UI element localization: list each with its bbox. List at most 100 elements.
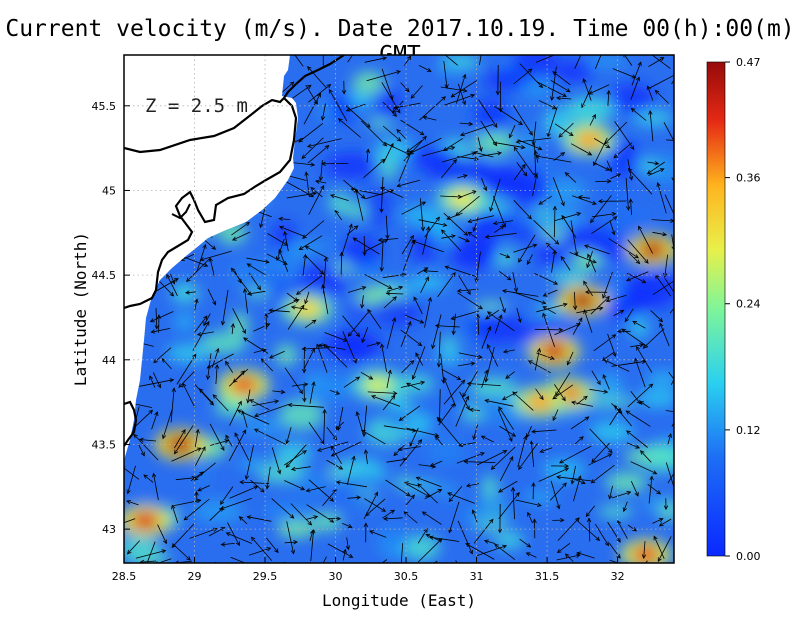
arrow-head <box>509 455 514 461</box>
velocity-arrow <box>149 375 156 388</box>
arrow-head <box>154 411 159 417</box>
arrow-head <box>243 337 248 342</box>
velocity-arrow <box>351 188 383 196</box>
arrow-head <box>646 85 651 91</box>
velocity-arrow <box>421 146 455 157</box>
velocity-arrow <box>631 108 647 121</box>
field-patch <box>549 268 589 286</box>
x-tick-label: 28.5 <box>112 570 137 583</box>
arrow-head <box>401 272 407 277</box>
arrow-head <box>625 277 631 282</box>
velocity-arrow <box>626 272 646 284</box>
arrow-head <box>447 492 452 497</box>
hotspot <box>131 511 160 530</box>
arrow-head <box>361 286 367 291</box>
velocity-arrow <box>229 486 258 499</box>
arrow-head <box>347 524 353 528</box>
arrow-head <box>495 90 500 96</box>
arrow-head <box>658 518 664 522</box>
velocity-arrow <box>513 164 526 181</box>
velocity-arrow <box>384 517 403 520</box>
arrow-head <box>511 432 517 437</box>
arrow-head <box>528 130 533 136</box>
arrow-head <box>293 540 298 545</box>
velocity-arrow <box>610 173 621 179</box>
arrow-head <box>311 381 316 387</box>
field-patch <box>596 373 623 403</box>
arrow-head <box>443 376 448 382</box>
arrow-head <box>322 408 327 414</box>
arrow-head <box>171 387 176 393</box>
velocity-arrow <box>560 256 571 271</box>
velocity-arrow <box>225 361 234 373</box>
arrow-head <box>451 271 456 277</box>
arrow-head <box>149 375 154 381</box>
arrow-head <box>186 556 191 561</box>
y-tick-label: 44 <box>102 354 116 367</box>
velocity-arrow <box>609 485 613 499</box>
arrow-head <box>152 472 157 478</box>
velocity-arrow <box>317 441 349 452</box>
arrow-head <box>497 528 503 534</box>
arrow-head <box>580 480 586 485</box>
velocity-arrow <box>334 210 343 221</box>
velocity-arrow <box>214 561 217 563</box>
arrow-head <box>174 560 179 563</box>
arrow-head <box>307 520 313 526</box>
velocity-arrow <box>632 320 646 329</box>
velocity-arrow <box>443 60 448 89</box>
x-axis: 28.5 29 29.5 30 30.5 31 31.5 32 <box>112 557 625 583</box>
velocity-arrow <box>383 142 410 156</box>
velocity-arrow <box>365 498 386 517</box>
arrow-head <box>585 289 590 295</box>
velocity-arrow <box>667 433 672 445</box>
arrow-head <box>326 84 332 89</box>
velocity-arrow <box>513 291 546 304</box>
arrow-head <box>367 308 372 314</box>
velocity-arrow <box>499 425 516 437</box>
arrow-head <box>521 163 526 169</box>
velocity-arrow <box>207 353 234 369</box>
arrow-head <box>556 475 561 480</box>
velocity-arrow <box>251 536 273 561</box>
arrow-head <box>556 504 561 510</box>
velocity-arrow <box>422 511 442 525</box>
arrow-head <box>461 100 466 106</box>
velocity-arrow <box>382 125 401 142</box>
arrow-head <box>525 552 531 557</box>
field-patch <box>273 442 313 464</box>
arrow-head <box>242 429 247 435</box>
arrow-head <box>391 317 397 322</box>
velocity-arrow <box>429 536 460 542</box>
y-tick-label: 43 <box>102 523 116 536</box>
arrow-head <box>289 514 295 519</box>
hotspot <box>526 393 554 412</box>
hotspot <box>638 240 667 259</box>
velocity-arrow <box>234 432 250 461</box>
velocity-arrow <box>309 381 315 404</box>
arrow-head <box>676 410 680 414</box>
arrow-head <box>410 494 415 500</box>
velocity-arrow <box>157 524 167 544</box>
velocity-arrow <box>346 456 355 486</box>
velocity-arrow <box>194 299 198 310</box>
arrow-head <box>108 206 112 210</box>
velocity-arrow <box>657 536 672 562</box>
velocity-arrow <box>298 122 324 143</box>
arrow-head <box>545 242 551 248</box>
velocity-arrow <box>649 74 674 89</box>
velocity-arrow <box>261 358 274 372</box>
velocity-arrow <box>475 545 507 557</box>
arrow-head <box>236 409 242 414</box>
arrow-head <box>254 565 258 568</box>
arrow-head <box>387 285 393 290</box>
arrow-head <box>626 490 632 496</box>
arrow-head <box>450 93 456 98</box>
arrow-head <box>598 199 603 204</box>
field-patch <box>461 405 486 423</box>
velocity-arrow <box>348 312 369 337</box>
velocity-arrow <box>186 257 211 282</box>
velocity-arrow <box>594 523 609 546</box>
velocity-arrow <box>571 401 593 407</box>
field-patch <box>474 301 508 313</box>
